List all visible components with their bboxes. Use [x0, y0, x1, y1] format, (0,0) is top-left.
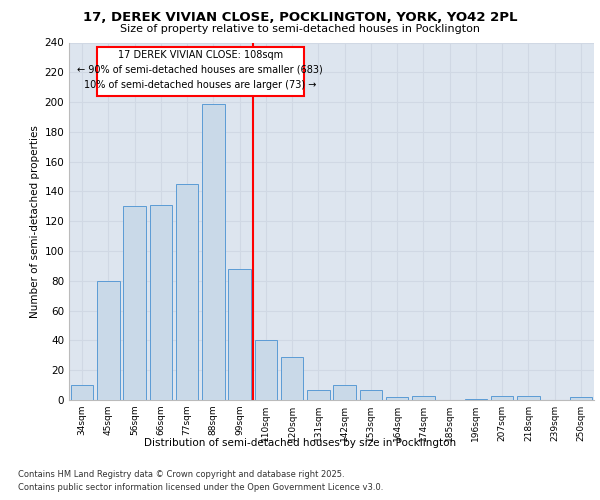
- Text: ← 90% of semi-detached houses are smaller (683): ← 90% of semi-detached houses are smalle…: [77, 65, 323, 75]
- Bar: [360, 390, 382, 400]
- Text: 17 DEREK VIVIAN CLOSE: 108sqm: 17 DEREK VIVIAN CLOSE: 108sqm: [118, 50, 283, 60]
- Bar: [229, 269, 251, 400]
- Y-axis label: Number of semi-detached properties: Number of semi-detached properties: [30, 125, 40, 318]
- Bar: [491, 396, 513, 400]
- Bar: [97, 47, 304, 96]
- Bar: [255, 340, 277, 400]
- Bar: [97, 281, 119, 400]
- Bar: [570, 397, 592, 400]
- Bar: [517, 396, 539, 400]
- Bar: [281, 357, 303, 400]
- Bar: [307, 390, 329, 400]
- Bar: [334, 385, 356, 400]
- Bar: [71, 385, 93, 400]
- Bar: [386, 397, 408, 400]
- Text: Size of property relative to semi-detached houses in Pocklington: Size of property relative to semi-detach…: [120, 24, 480, 34]
- Text: 10% of semi-detached houses are larger (73) →: 10% of semi-detached houses are larger (…: [84, 80, 316, 90]
- Text: Contains public sector information licensed under the Open Government Licence v3: Contains public sector information licen…: [18, 482, 383, 492]
- Bar: [150, 205, 172, 400]
- Text: Contains HM Land Registry data © Crown copyright and database right 2025.: Contains HM Land Registry data © Crown c…: [18, 470, 344, 479]
- Bar: [124, 206, 146, 400]
- Bar: [176, 184, 198, 400]
- Bar: [202, 104, 224, 400]
- Bar: [412, 396, 434, 400]
- Text: Distribution of semi-detached houses by size in Pocklington: Distribution of semi-detached houses by …: [144, 438, 456, 448]
- Text: 17, DEREK VIVIAN CLOSE, POCKLINGTON, YORK, YO42 2PL: 17, DEREK VIVIAN CLOSE, POCKLINGTON, YOR…: [83, 11, 517, 24]
- Bar: [465, 398, 487, 400]
